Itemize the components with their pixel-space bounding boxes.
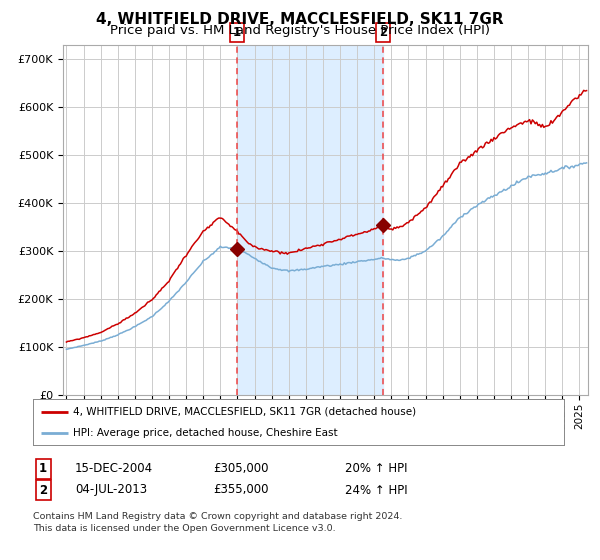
- Text: 1: 1: [233, 26, 241, 39]
- Text: 4, WHITFIELD DRIVE, MACCLESFIELD, SK11 7GR (detached house): 4, WHITFIELD DRIVE, MACCLESFIELD, SK11 7…: [73, 407, 416, 417]
- Text: £305,000: £305,000: [213, 462, 269, 475]
- Text: 4, WHITFIELD DRIVE, MACCLESFIELD, SK11 7GR: 4, WHITFIELD DRIVE, MACCLESFIELD, SK11 7…: [96, 12, 504, 27]
- Text: 24% ↑ HPI: 24% ↑ HPI: [345, 483, 407, 497]
- Text: 04-JUL-2013: 04-JUL-2013: [75, 483, 147, 497]
- Text: HPI: Average price, detached house, Cheshire East: HPI: Average price, detached house, Ches…: [73, 428, 337, 438]
- Text: £355,000: £355,000: [213, 483, 269, 497]
- Text: 1: 1: [39, 462, 47, 475]
- Text: 20% ↑ HPI: 20% ↑ HPI: [345, 462, 407, 475]
- Text: Price paid vs. HM Land Registry's House Price Index (HPI): Price paid vs. HM Land Registry's House …: [110, 24, 490, 37]
- Bar: [237, 45, 383, 395]
- Text: 2: 2: [379, 26, 387, 39]
- Text: Contains HM Land Registry data © Crown copyright and database right 2024.
This d: Contains HM Land Registry data © Crown c…: [33, 512, 403, 533]
- Text: 2: 2: [39, 483, 47, 497]
- Text: 15-DEC-2004: 15-DEC-2004: [75, 462, 153, 475]
